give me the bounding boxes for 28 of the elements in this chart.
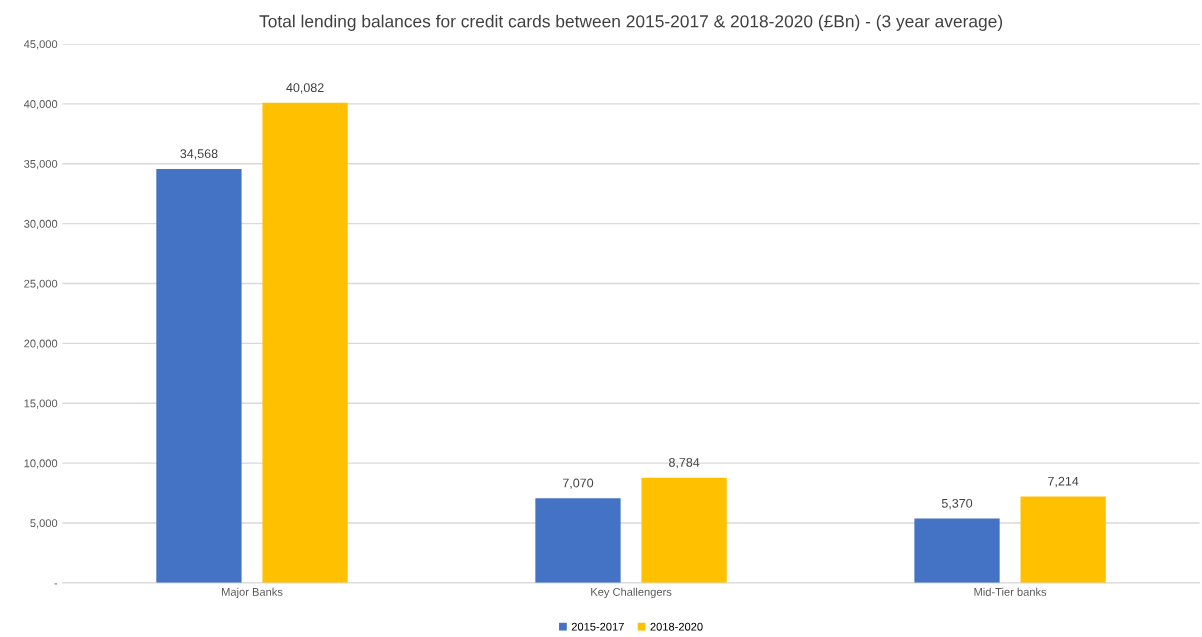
bar bbox=[535, 498, 621, 583]
y-tick-label: 40,000 bbox=[23, 100, 58, 110]
y-tick-label: - bbox=[54, 583, 58, 585]
bar bbox=[914, 518, 1000, 583]
data-label: 40,082 bbox=[286, 83, 324, 94]
y-tick-label: 10,000 bbox=[24, 459, 58, 469]
y-tick-label: 45,000 bbox=[23, 40, 58, 50]
y-tick-label: 5,000 bbox=[30, 519, 58, 529]
legend-label: 2018-2020 bbox=[650, 622, 703, 631]
x-tick-label: Key Challengers bbox=[591, 587, 672, 599]
x-tick-label: Mid-Tier banks bbox=[974, 587, 1047, 596]
x-tick-label: Major Banks bbox=[222, 587, 283, 599]
bar bbox=[641, 477, 727, 583]
y-tick-label: 25,000 bbox=[24, 279, 58, 289]
data-label: 34,568 bbox=[180, 149, 218, 160]
y-tick-label: 30,000 bbox=[24, 219, 58, 230]
bar bbox=[156, 168, 242, 583]
data-label: 7,214 bbox=[1048, 476, 1079, 488]
bar bbox=[262, 102, 348, 583]
legend-label: 2015-2017 bbox=[571, 622, 624, 631]
data-label: 7,070 bbox=[562, 478, 594, 489]
data-label: 5,370 bbox=[941, 498, 973, 510]
chart-title: Total lending balances for credit cards between 2015-2017 & 2018-2020 (£Bn) - (3 year average) bbox=[259, 14, 1003, 31]
bar bbox=[1020, 496, 1106, 583]
y-tick-label: 35,000 bbox=[24, 159, 58, 170]
y-tick-label: 15,000 bbox=[24, 399, 58, 409]
data-label: 8,784 bbox=[669, 458, 700, 469]
y-tick-label: 20,000 bbox=[24, 339, 58, 349]
